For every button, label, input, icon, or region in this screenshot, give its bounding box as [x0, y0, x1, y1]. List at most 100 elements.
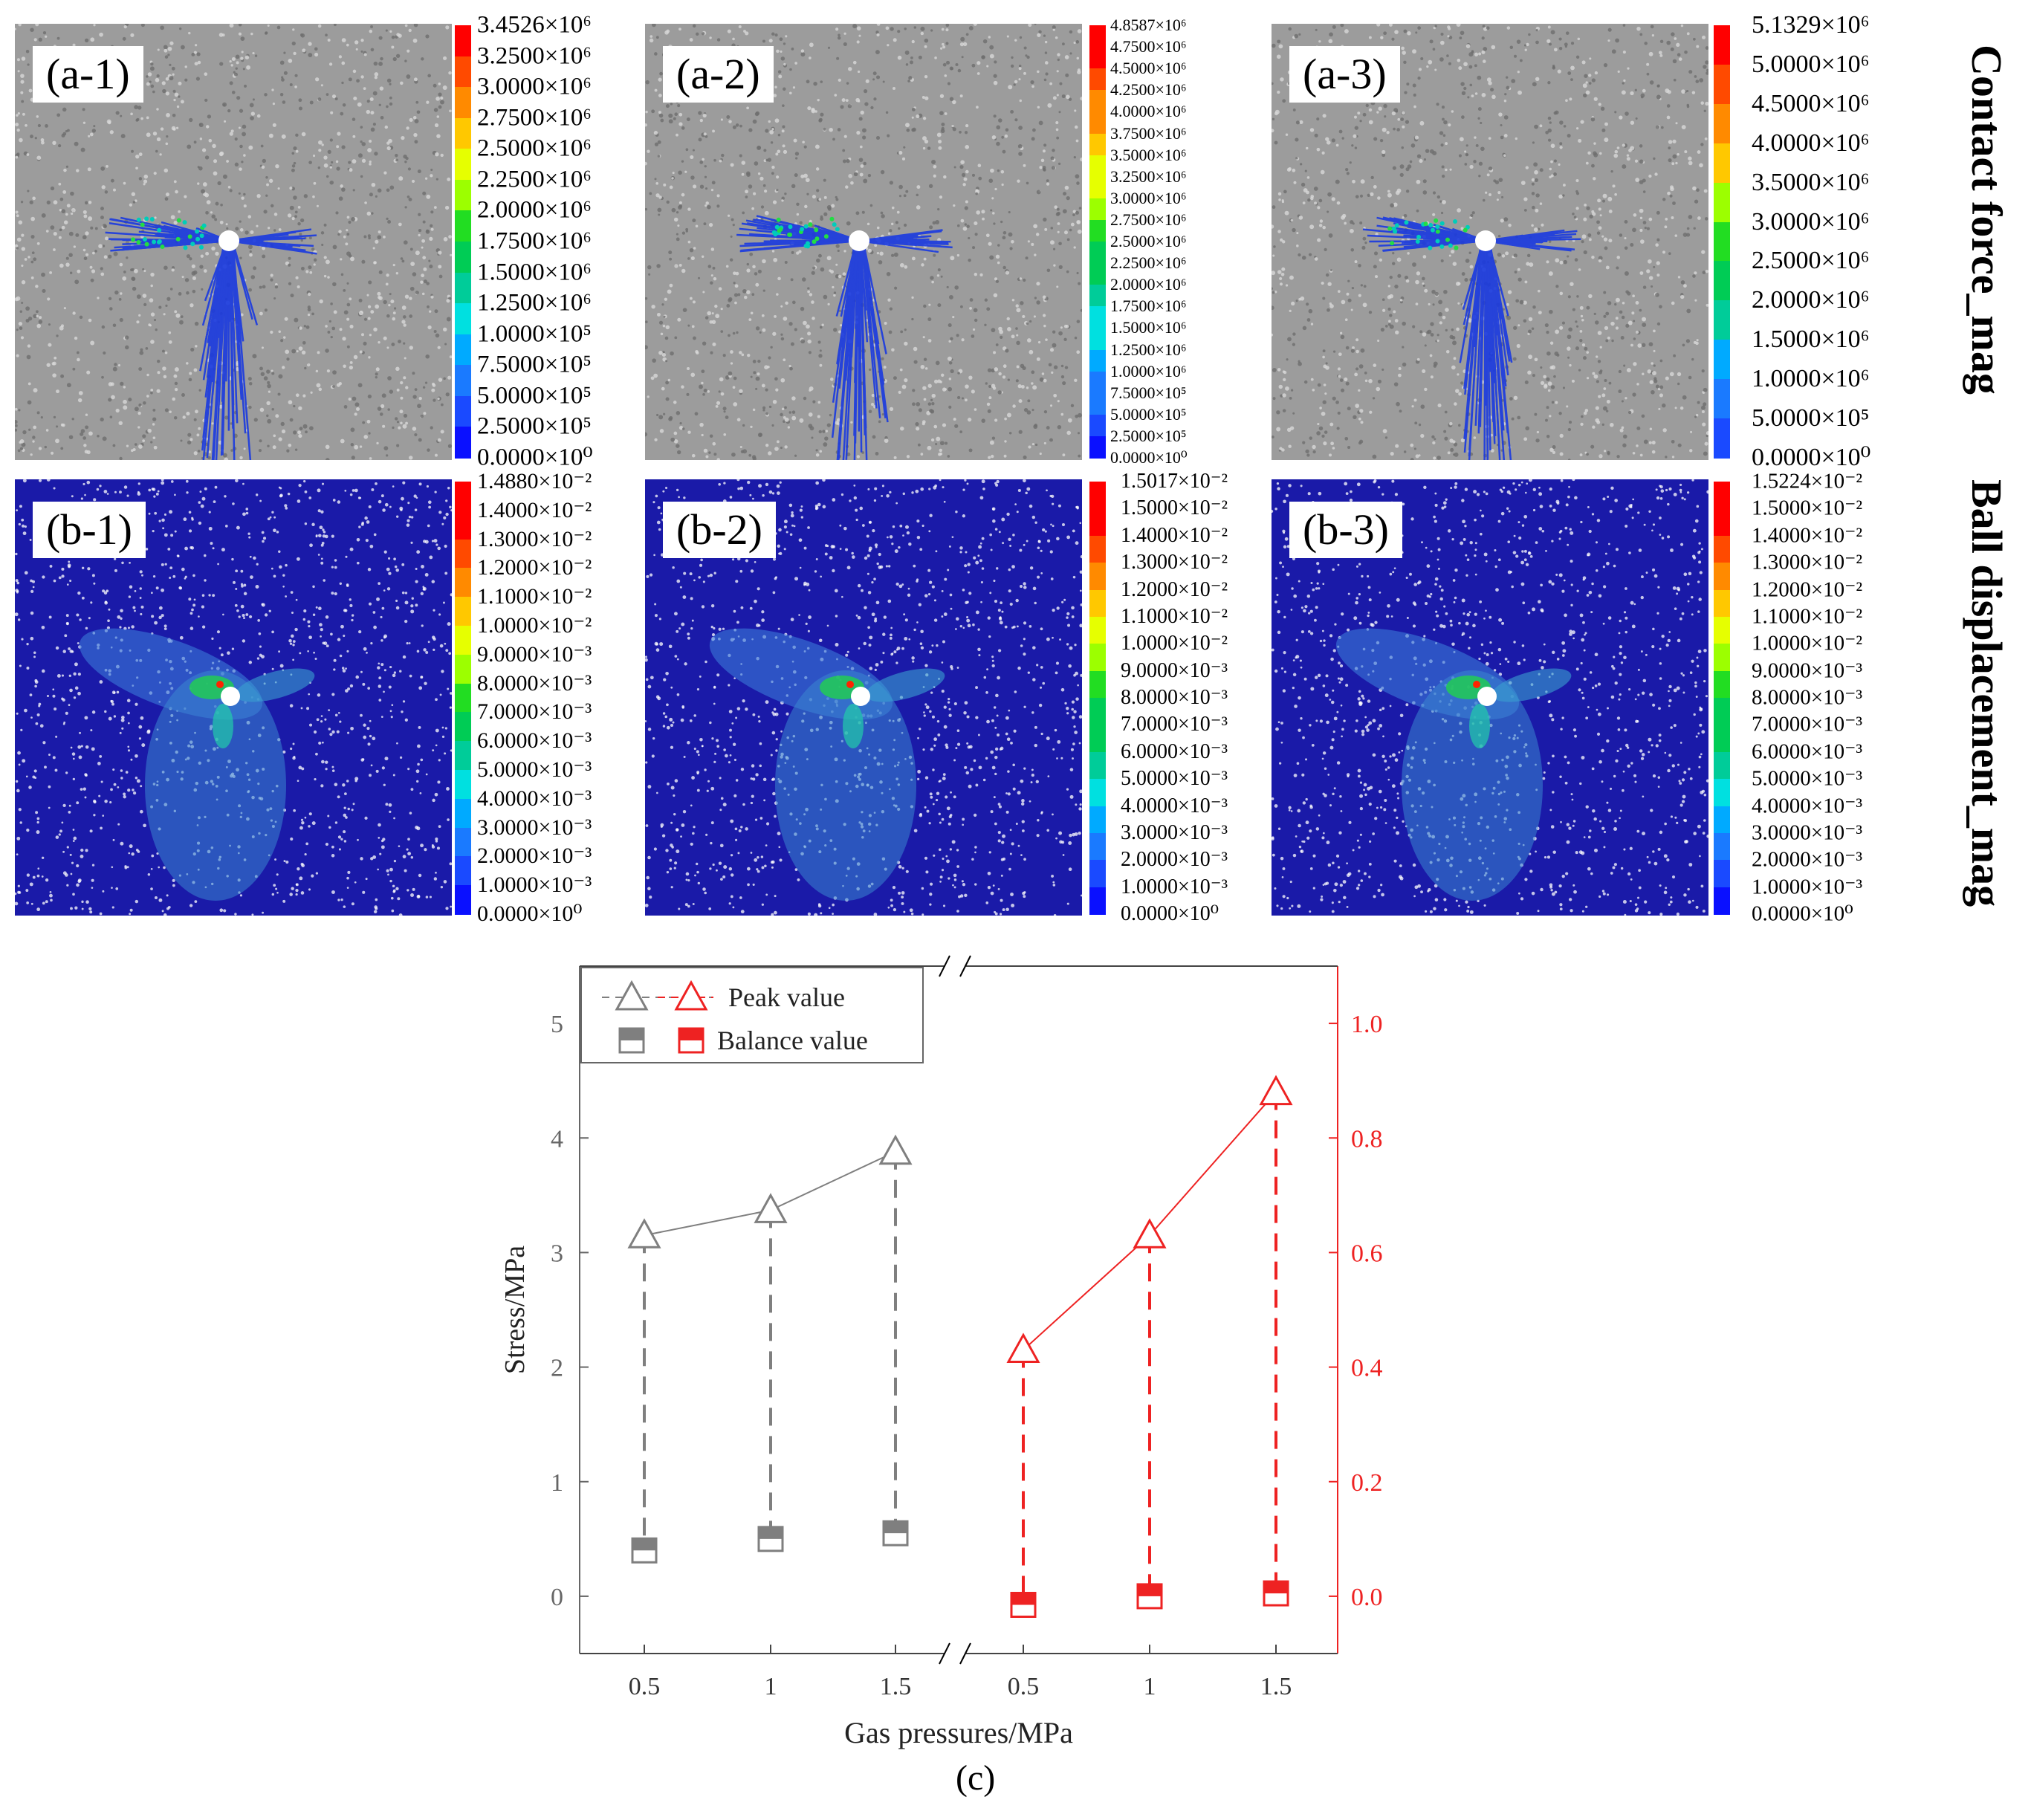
colorbar-tick-label: 3.5000×10⁶ — [1110, 145, 1187, 164]
axis-break-mark — [959, 1642, 971, 1665]
colorbar-segment — [1714, 221, 1730, 262]
colorbar-segment — [1089, 508, 1106, 537]
left-tick-label: 4 — [551, 1125, 563, 1153]
colorbar-tick-label: 4.0000×10⁶ — [1110, 102, 1187, 121]
displacement-lobe — [145, 670, 286, 901]
colorbar-segment — [1714, 418, 1730, 459]
colorbar-segment — [455, 568, 471, 598]
row-title-contact-force: Contact force_mag — [1963, 45, 2011, 395]
colorbar-tick-label: 2.0000×10⁶ — [1110, 275, 1187, 294]
colorbar-tick-label: 3.2500×10⁶ — [477, 42, 592, 70]
colorbar-tick-label: 1.0000×10⁻³ — [1121, 875, 1228, 898]
colorbar-tick-label: 3.5000×10⁶ — [1752, 168, 1870, 196]
colorbar-segment — [1089, 806, 1106, 834]
colorbar-segment — [1714, 644, 1730, 672]
panel-a2: (a-2) — [645, 24, 1082, 460]
colorbar-tick-label: 2.0000×10⁻³ — [1752, 847, 1863, 872]
colorbar-tick-label: 2.2500×10⁶ — [477, 166, 592, 193]
borehole — [849, 230, 869, 251]
x-tick-label: 1 — [1144, 1673, 1156, 1700]
colorbar-tick-label: 1.5000×10⁶ — [477, 259, 592, 286]
colorbar-segment — [455, 87, 471, 119]
borehole — [218, 230, 239, 251]
colorbar-segment — [1089, 328, 1106, 351]
colorbar-segment — [1089, 698, 1106, 726]
colorbar-tick-label: 9.0000×10⁻³ — [1752, 658, 1863, 683]
right-tick-label: 0.8 — [1351, 1125, 1382, 1153]
colorbar-segment — [1089, 133, 1106, 156]
colorbar-tick-label: 1.4000×10⁻² — [477, 497, 592, 522]
borehole — [851, 687, 870, 706]
colorbar-segment — [1089, 68, 1106, 91]
x-tick-label: 1 — [765, 1673, 777, 1700]
colorbar-tick-label: 1.3000×10⁻² — [1752, 550, 1863, 574]
colorbar-tick-label: 5.0000×10⁵ — [1752, 404, 1870, 433]
colorbar-tick-label: 7.0000×10⁻³ — [477, 699, 592, 725]
stress-peak-point — [627, 1218, 661, 1249]
colorbar-segment — [1089, 832, 1106, 861]
stress-balance-point — [882, 1520, 909, 1547]
colorbar-segment — [1089, 198, 1106, 221]
colorbar-tick-label: 1.0000×10⁻³ — [1752, 875, 1863, 899]
right-tick-label: 1.0 — [1351, 1011, 1382, 1038]
colorbar-tick-label: 2.5000×10⁶ — [1752, 247, 1870, 275]
colorbar-segment — [1714, 670, 1730, 699]
legend-peak-label: Peak value — [728, 982, 845, 1012]
colorbar-segment — [455, 149, 471, 181]
right-tick-label: 0.4 — [1351, 1355, 1382, 1382]
colorbar-tick-label: 1.5000×10⁶ — [1110, 318, 1187, 337]
colorbar-b1 — [455, 482, 471, 915]
colorbar-segment — [1089, 725, 1106, 753]
colorbar-tick-label: 3.0000×10⁶ — [1752, 207, 1870, 236]
colorbar-segment — [1089, 242, 1106, 265]
colorbar-tick-label: 1.4880×10⁻² — [477, 469, 592, 493]
colorbar-tick-label: 5.1329×10⁶ — [1752, 11, 1870, 39]
colorbar-tick-label: 5.0000×10⁻³ — [1121, 767, 1228, 791]
legend-balance-red — [678, 1027, 704, 1054]
colorbar-tick-label: 4.5000×10⁶ — [1752, 89, 1870, 117]
colorbar-tick-label: 5.0000×10⁶ — [1752, 50, 1870, 78]
displacement-hotspot — [1469, 704, 1490, 748]
displacement-hotspot — [213, 704, 233, 748]
colorbar-segment — [1714, 340, 1730, 380]
x-tick-label: 0.5 — [629, 1673, 661, 1700]
colorbar-tick-label: 9.0000×10⁻³ — [1121, 658, 1228, 682]
colorbar-tick-label: 1.7500×10⁶ — [1110, 297, 1187, 316]
x-axis-label: Gas pressures/MPa — [844, 1716, 1073, 1749]
stress-balance-point — [757, 1526, 784, 1552]
colorbar-tick-label: 1.2500×10⁶ — [1110, 340, 1187, 359]
colorbar-segment — [455, 683, 471, 713]
colorbar-tick-label: 1.7500×10⁶ — [477, 227, 592, 255]
colorbar-segment — [1089, 482, 1106, 510]
colorbar-segment — [1089, 111, 1106, 135]
colorbar-segment — [1714, 563, 1730, 591]
colorbar-labels-a1: 3.4526×10⁶ 3.2500×10⁶ 3.0000×10⁶ 2.7500×10⁶… — [477, 13, 633, 470]
colorbar-tick-label: 5.0000×10⁵ — [477, 382, 592, 409]
colorbar-segment — [1089, 887, 1106, 915]
colorbar-segment — [455, 798, 471, 829]
colorbar-segment — [455, 741, 471, 771]
colorbar-tick-label: 3.0000×10⁶ — [1110, 188, 1187, 207]
colorbar-segment — [1089, 435, 1106, 459]
colorbar-segment — [1714, 887, 1730, 915]
colorbar-segment — [1714, 751, 1730, 780]
colorbar-tick-label: 1.1000×10⁻² — [1121, 604, 1228, 628]
colorbar-tick-label: 1.2000×10⁻² — [1121, 577, 1228, 601]
colorbar-tick-label: 2.5000×10⁵ — [477, 412, 592, 440]
colorbar-segment — [1089, 644, 1106, 672]
panel-label: (a-3) — [1289, 46, 1400, 103]
panel-b1: (b-1) — [15, 479, 452, 916]
colorbar-segment — [1714, 832, 1730, 861]
colorbar-tick-label: 1.5000×10⁻² — [1752, 496, 1863, 520]
panel-a3: (a-3) — [1272, 24, 1708, 460]
x-tick-label: 1.5 — [880, 1673, 912, 1700]
colorbar-segment — [1089, 779, 1106, 807]
colorbar-segment — [1089, 371, 1106, 394]
colorbar-segment — [1714, 698, 1730, 726]
colorbar-tick-label: 2.2500×10⁶ — [1110, 253, 1187, 273]
left-tick-label: 5 — [551, 1011, 563, 1038]
colorbar-tick-label: 4.0000×10⁻³ — [1121, 794, 1228, 817]
colorbar-tick-label: 1.4000×10⁻² — [1121, 523, 1228, 547]
axis-break-mark — [939, 1642, 950, 1665]
panel-label: (b-1) — [33, 502, 146, 558]
